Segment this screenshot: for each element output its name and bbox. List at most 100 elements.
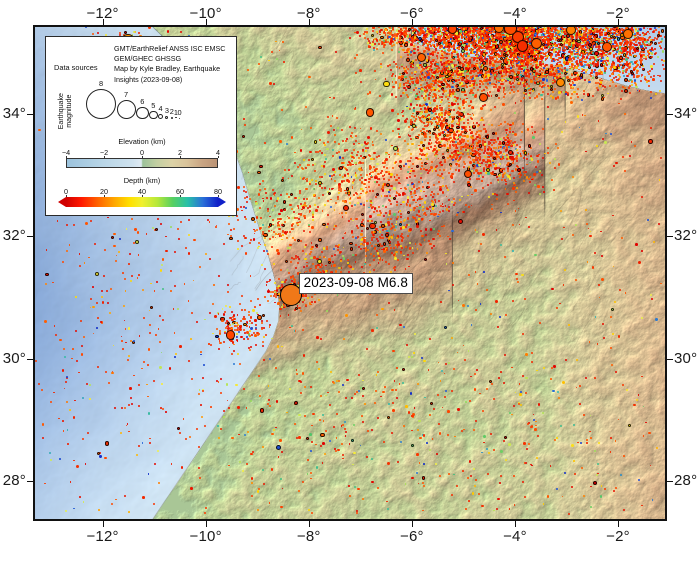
earthquake-marker xyxy=(461,90,464,93)
earthquake-marker xyxy=(504,92,506,95)
earthquake-marker xyxy=(543,25,545,27)
earthquake-marker xyxy=(539,55,542,58)
earthquake-marker xyxy=(454,99,457,102)
earthquake-marker xyxy=(504,25,506,26)
earthquake-marker xyxy=(449,25,451,26)
earthquake-marker xyxy=(594,56,597,59)
earthquake-marker xyxy=(490,60,493,63)
earthquake-marker xyxy=(504,79,507,82)
earthquake-marker xyxy=(413,47,416,51)
earthquake-marker xyxy=(568,58,571,61)
earthquake-marker xyxy=(479,25,483,26)
earthquake-marker xyxy=(476,74,478,77)
earthquake-marker xyxy=(474,25,476,26)
earthquake-marker xyxy=(527,28,530,31)
earthquake-marker xyxy=(392,85,395,89)
earthquake-marker xyxy=(532,25,534,26)
earthquake-marker xyxy=(465,44,468,47)
earthquake-marker xyxy=(542,30,545,33)
earthquake-marker xyxy=(498,44,501,46)
earthquake-marker xyxy=(492,37,496,40)
earthquake-marker xyxy=(395,25,397,26)
earthquake-marker xyxy=(495,67,498,70)
earthquake-marker xyxy=(549,38,552,41)
earthquake-marker xyxy=(429,39,432,42)
earthquake-marker xyxy=(579,27,582,28)
earthquake-marker xyxy=(591,43,594,46)
earthquake-marker xyxy=(480,41,482,44)
earthquake-marker xyxy=(577,63,580,67)
earthquake-marker xyxy=(454,36,457,39)
earthquake-marker xyxy=(569,25,571,26)
earthquake-marker xyxy=(477,53,480,56)
earthquake-marker xyxy=(582,89,585,92)
earthquake-marker xyxy=(492,54,495,57)
earthquake-marker xyxy=(372,27,375,29)
earthquake-marker xyxy=(501,44,504,46)
earthquake-marker xyxy=(469,27,471,30)
earthquake-marker xyxy=(367,44,371,48)
earthquake-marker xyxy=(453,57,455,60)
earthquake-marker xyxy=(569,83,572,86)
earthquake-marker xyxy=(492,25,494,26)
earthquake-marker xyxy=(435,67,438,71)
earthquake-marker xyxy=(390,37,393,40)
earthquake-marker xyxy=(499,56,503,61)
earthquake-marker xyxy=(472,93,475,96)
earthquake-marker xyxy=(529,27,532,28)
earthquake-marker xyxy=(494,60,497,63)
earthquake-marker xyxy=(573,83,576,86)
earthquake-marker xyxy=(470,25,472,26)
earthquake-marker xyxy=(417,41,420,44)
earthquake-marker xyxy=(520,55,523,58)
earthquake-marker xyxy=(465,59,468,61)
earthquake-marker xyxy=(403,27,406,29)
earthquake-marker xyxy=(519,77,521,80)
earthquake-marker xyxy=(518,64,521,67)
earthquake-marker xyxy=(502,52,506,55)
earthquake-marker xyxy=(438,85,441,88)
earthquake-marker xyxy=(422,25,425,26)
earthquake-marker xyxy=(549,44,552,47)
earthquake-marker xyxy=(416,76,419,79)
earthquake-marker xyxy=(504,73,507,76)
earthquake-marker xyxy=(398,37,401,40)
earthquake-marker xyxy=(556,25,558,26)
earthquake-marker xyxy=(500,25,502,26)
earthquake-marker xyxy=(523,69,526,72)
earthquake-marker xyxy=(555,39,557,42)
earthquake-marker xyxy=(413,39,416,42)
earthquake-marker xyxy=(515,25,518,26)
earthquake-marker xyxy=(380,35,384,39)
earthquake-marker xyxy=(594,25,596,27)
earthquake-marker xyxy=(430,28,433,30)
earthquake-marker xyxy=(487,70,490,73)
earthquake-marker xyxy=(413,70,416,73)
earthquake-marker xyxy=(490,31,492,34)
earthquake-marker xyxy=(436,52,439,54)
earthquake-marker xyxy=(527,25,529,26)
earthquake-marker xyxy=(558,61,561,63)
earthquake-marker xyxy=(429,53,432,56)
earthquake-marker xyxy=(609,25,611,26)
earthquake-marker xyxy=(480,42,483,45)
earthquake-marker xyxy=(540,30,543,34)
earthquake-marker xyxy=(600,73,603,76)
earthquake-marker xyxy=(563,59,566,62)
earthquake-marker xyxy=(473,38,476,40)
earthquake-marker xyxy=(380,65,383,68)
earthquake-marker xyxy=(409,54,412,57)
earthquake-marker xyxy=(568,42,571,45)
earthquake-marker xyxy=(509,54,513,57)
earthquake-marker xyxy=(410,50,413,53)
earthquake-marker xyxy=(523,80,526,83)
earthquake-marker xyxy=(405,57,410,62)
earthquake-marker xyxy=(534,25,536,26)
earthquake-marker xyxy=(524,28,527,30)
earthquake-marker xyxy=(551,48,554,50)
map-frame[interactable]: 2023-09-08 M6.8 Data sources GMT/EarthRe… xyxy=(33,25,667,521)
earthquake-marker xyxy=(390,45,393,48)
earthquake-marker xyxy=(432,58,435,61)
earthquake-marker xyxy=(546,41,549,44)
